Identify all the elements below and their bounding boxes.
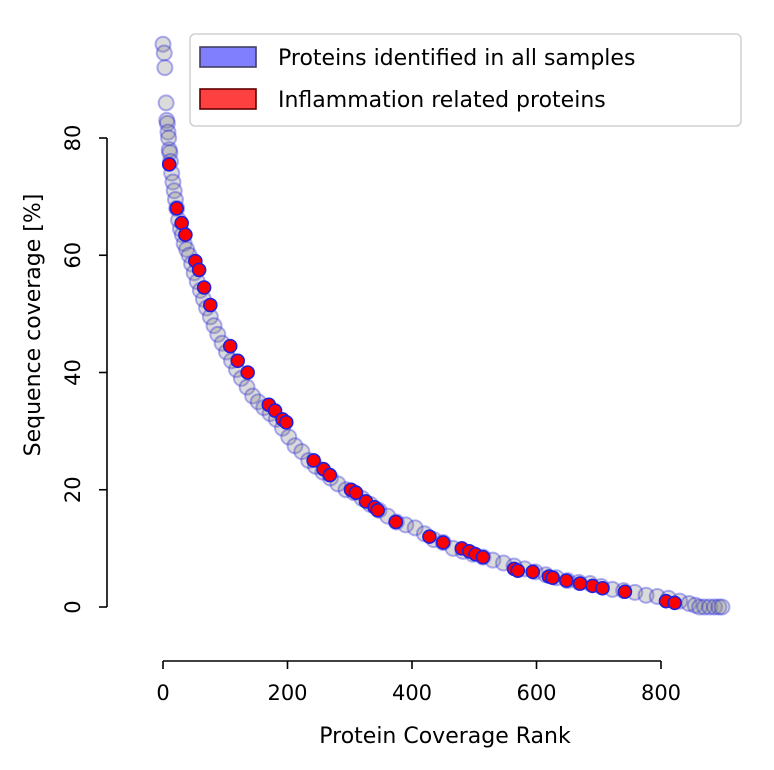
y-tick-label: 40 <box>61 359 85 386</box>
y-tick-label: 80 <box>61 125 85 152</box>
data-point-inflammation <box>203 297 218 313</box>
data-point-all-samples <box>159 123 177 141</box>
data-point-all-samples <box>286 437 304 455</box>
data-point-inflammation <box>370 502 386 518</box>
data-point-all-samples <box>691 598 709 616</box>
data-point-inflammation <box>161 157 177 172</box>
data-point-inflammation <box>435 535 451 550</box>
data-point-inflammation <box>178 227 193 243</box>
data-point-inflammation <box>475 549 491 565</box>
x-tick-label: 600 <box>516 681 556 705</box>
x-axis-ticks: 0 200 400 600 800 <box>156 661 681 705</box>
legend: Proteins identified in all samples Infla… <box>189 33 742 127</box>
data-point-all-samples <box>154 35 172 53</box>
data-point-all-samples <box>706 598 724 616</box>
data-point-inflammation <box>191 262 207 278</box>
data-point-all-samples <box>158 111 176 129</box>
data-point-inflammation <box>525 564 541 580</box>
data-point-all-samples <box>244 387 262 405</box>
legend-label-inflammation: Inflammation related proteins <box>278 88 606 113</box>
data-point-all-samples <box>165 182 183 200</box>
x-axis-label: Protein Coverage Rank <box>319 724 571 749</box>
data-point-all-samples <box>158 114 176 132</box>
data-point-inflammation <box>617 584 633 600</box>
data-point-all-samples <box>406 519 424 537</box>
data-point-all-samples <box>160 129 178 147</box>
legend-label-all-samples: Proteins identified in all samples <box>278 46 635 71</box>
data-point-all-samples <box>164 173 182 191</box>
y-axis-label: Sequence coverage [%] <box>21 194 46 457</box>
data-point-all-samples <box>280 428 298 446</box>
data-point-all-samples <box>205 317 223 335</box>
data-point-inflammation <box>222 338 238 354</box>
data-point-all-samples <box>156 59 174 77</box>
data-point-inflammation <box>595 580 610 596</box>
data-point-inflammation <box>240 365 255 380</box>
data-point-inflammation <box>422 529 437 544</box>
data-point-inflammation <box>306 453 321 468</box>
data-point-inflammation <box>230 353 245 369</box>
data-point-inflammation <box>322 467 338 483</box>
data-point-all-samples <box>686 596 704 614</box>
data-point-all-samples <box>713 598 731 616</box>
x-tick-label: 800 <box>641 681 681 705</box>
data-point-all-samples <box>157 94 175 112</box>
y-axis-ticks: 0 20 40 60 80 <box>61 125 107 614</box>
data-point-inflammation <box>510 563 526 578</box>
series-inflammation-points <box>161 157 682 611</box>
legend-frame <box>189 33 742 127</box>
data-point-inflammation <box>388 514 404 530</box>
data-point-inflammation <box>572 576 588 591</box>
data-point-inflammation <box>169 201 184 216</box>
data-point-inflammation <box>559 573 574 588</box>
y-tick-label: 20 <box>61 476 85 503</box>
y-tick-label: 0 <box>61 600 85 613</box>
data-point-inflammation <box>196 280 212 295</box>
data-point-all-samples <box>293 443 311 461</box>
data-point-inflammation <box>278 415 294 430</box>
data-point-inflammation <box>667 595 682 611</box>
x-tick-label: 0 <box>156 681 169 705</box>
data-point-all-samples <box>155 44 173 62</box>
x-tick-label: 400 <box>392 681 432 705</box>
data-point-inflammation <box>348 485 364 500</box>
x-tick-label: 200 <box>267 681 307 705</box>
data-point-all-samples <box>710 598 728 616</box>
data-point-inflammation <box>545 570 560 585</box>
data-point-all-samples <box>696 598 714 616</box>
data-point-all-samples <box>637 586 655 604</box>
y-tick-label: 60 <box>61 242 85 269</box>
data-point-all-samples <box>209 325 227 343</box>
legend-swatch-inflammation <box>199 88 257 110</box>
data-point-all-samples <box>701 598 719 616</box>
legend-swatch-all-samples <box>199 46 257 68</box>
